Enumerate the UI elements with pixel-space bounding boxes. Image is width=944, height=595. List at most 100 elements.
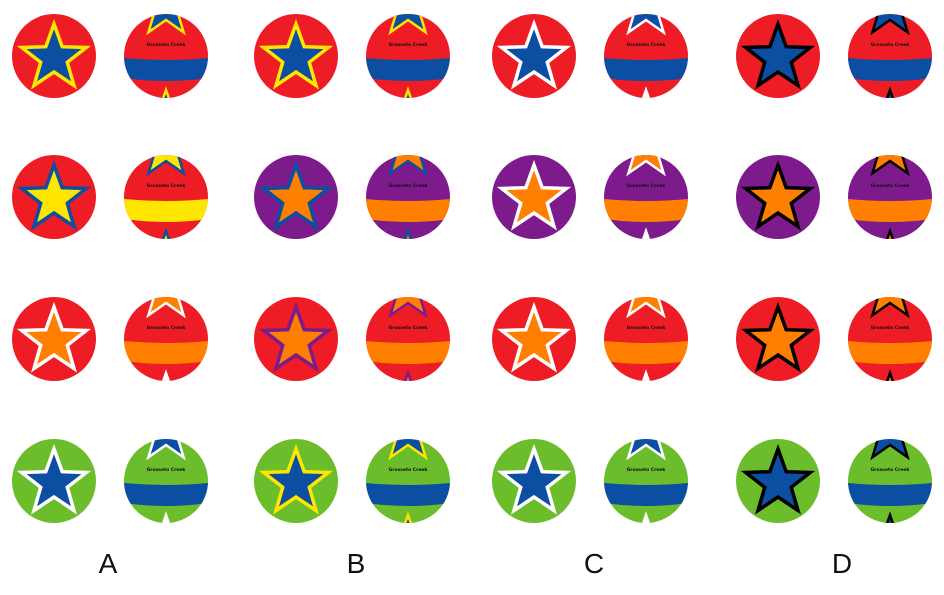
ball-text: Grosseto Creek [627,325,667,331]
ball-r2c2: Grosseto Creek [604,297,688,381]
badge-r0c1 [254,14,338,98]
star-icon [258,301,334,373]
badge-r2c3 [736,297,820,381]
ball-top-star-icon [613,439,679,461]
badge-r0c3 [736,14,820,98]
ball-r1c1: Grosseto Creek [366,155,450,239]
ball-text: Grosseto Creek [389,325,429,331]
ball-r1c2: Grosseto Creek [604,155,688,239]
ball-bottom-star-icon [133,369,199,381]
star-icon [16,159,92,231]
ball-text: Grosseto Creek [871,42,911,48]
star-icon [16,301,92,373]
ball-top-star-icon [375,155,441,177]
ball-bottom-star-icon [375,511,441,523]
ball-r3c2: Grosseto Creek [604,439,688,523]
ball-r1c0: Grosseto Creek [124,155,208,239]
ball-r2c3: Grosseto Creek [848,297,932,381]
ball-text: Grosseto Creek [871,183,911,189]
ball-top-star-icon [857,14,923,36]
ball-top-star-icon [133,155,199,177]
ball-text: Grosseto Creek [389,42,429,48]
badge-r3c2 [492,439,576,523]
badge-r2c1 [254,297,338,381]
swatch-art: Grosseto Creek Grosseto Creek Grosseto Cre… [12,14,932,523]
ball-r2c1: Grosseto Creek [366,297,450,381]
star-icon [496,159,572,231]
star-icon [258,159,334,231]
star-icon [258,443,334,515]
column-label-d: D [831,548,853,579]
ball-top-star-icon [375,297,441,319]
ball-r0c0: Grosseto Creek [124,14,208,98]
badge-r1c0 [12,155,96,239]
column-label-c: C [583,548,605,579]
ball-r3c0: Grosseto Creek [124,439,208,523]
badge-r1c2 [492,155,576,239]
ball-band [604,58,688,81]
star-icon [258,18,334,90]
ball-bottom-star-icon [857,86,923,98]
badge-r2c0 [12,297,96,381]
ball-text: Grosseto Creek [147,183,187,189]
ball-top-star-icon [857,439,923,461]
star-icon [496,301,572,373]
star-icon [740,301,816,373]
ball-band [604,199,688,222]
ball-band [848,199,932,222]
ball-bottom-star-icon [133,86,199,98]
ball-bottom-star-icon [375,86,441,98]
ball-text: Grosseto Creek [627,42,667,48]
ball-r3c3: Grosseto Creek [848,439,932,523]
star-icon [740,443,816,515]
ball-text: Grosseto Creek [871,325,911,331]
badge-r1c1 [254,155,338,239]
star-icon [496,443,572,515]
ball-bottom-star-icon [857,369,923,381]
star-icon [740,18,816,90]
ball-bottom-star-icon [375,369,441,381]
ball-band [848,58,932,81]
column-label-a: A [98,548,118,579]
ball-band [848,341,932,364]
ball-text: Grosseto Creek [627,183,667,189]
ball-text: Grosseto Creek [389,467,429,473]
badge-r1c3 [736,155,820,239]
ball-text: Grosseto Creek [871,467,911,473]
ball-bottom-star-icon [613,227,679,239]
ball-bottom-star-icon [375,227,441,239]
badge-r0c0 [12,14,96,98]
ball-text: Grosseto Creek [147,325,187,331]
ball-band [604,483,688,506]
star-icon [496,18,572,90]
star-icon [16,18,92,90]
badge-r3c3 [736,439,820,523]
ball-top-star-icon [857,155,923,177]
ball-band [366,58,450,81]
ball-band [124,58,208,81]
ball-bottom-star-icon [133,227,199,239]
ball-band [124,341,208,364]
ball-band [366,341,450,364]
ball-text: Grosseto Creek [389,183,429,189]
ball-bottom-star-icon [613,369,679,381]
ball-band [366,483,450,506]
ball-top-star-icon [613,155,679,177]
column-label-b: B [346,548,366,579]
star-icon [16,443,92,515]
ball-top-star-icon [857,297,923,319]
ball-r0c1: Grosseto Creek [366,14,450,98]
ball-text: Grosseto Creek [147,42,187,48]
ball-text: Grosseto Creek [627,467,667,473]
badge-r3c1 [254,439,338,523]
ball-band [848,483,932,506]
ball-bottom-star-icon [133,511,199,523]
ball-top-star-icon [613,297,679,319]
star-icon [740,159,816,231]
ball-band [604,341,688,364]
ball-bottom-star-icon [613,86,679,98]
ball-r3c1: Grosseto Creek [366,439,450,523]
ball-band [124,199,208,222]
ball-bottom-star-icon [613,511,679,523]
ball-top-star-icon [375,439,441,461]
